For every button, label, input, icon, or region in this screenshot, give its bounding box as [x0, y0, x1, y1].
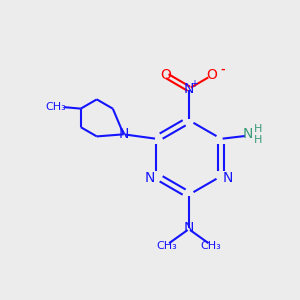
Text: H: H	[254, 124, 262, 134]
Text: -: -	[220, 65, 225, 75]
Text: +: +	[190, 79, 198, 89]
Text: N: N	[145, 171, 155, 184]
Text: N: N	[243, 127, 253, 141]
Text: N: N	[184, 82, 194, 96]
Text: CH₃: CH₃	[46, 102, 66, 112]
Text: CH₃: CH₃	[156, 241, 177, 250]
Text: N: N	[223, 171, 233, 184]
Text: O: O	[206, 68, 217, 82]
Text: O: O	[160, 68, 171, 82]
Text: CH₃: CH₃	[201, 241, 222, 250]
Text: N: N	[184, 220, 194, 235]
Text: N: N	[118, 127, 129, 141]
Text: H: H	[254, 135, 262, 145]
